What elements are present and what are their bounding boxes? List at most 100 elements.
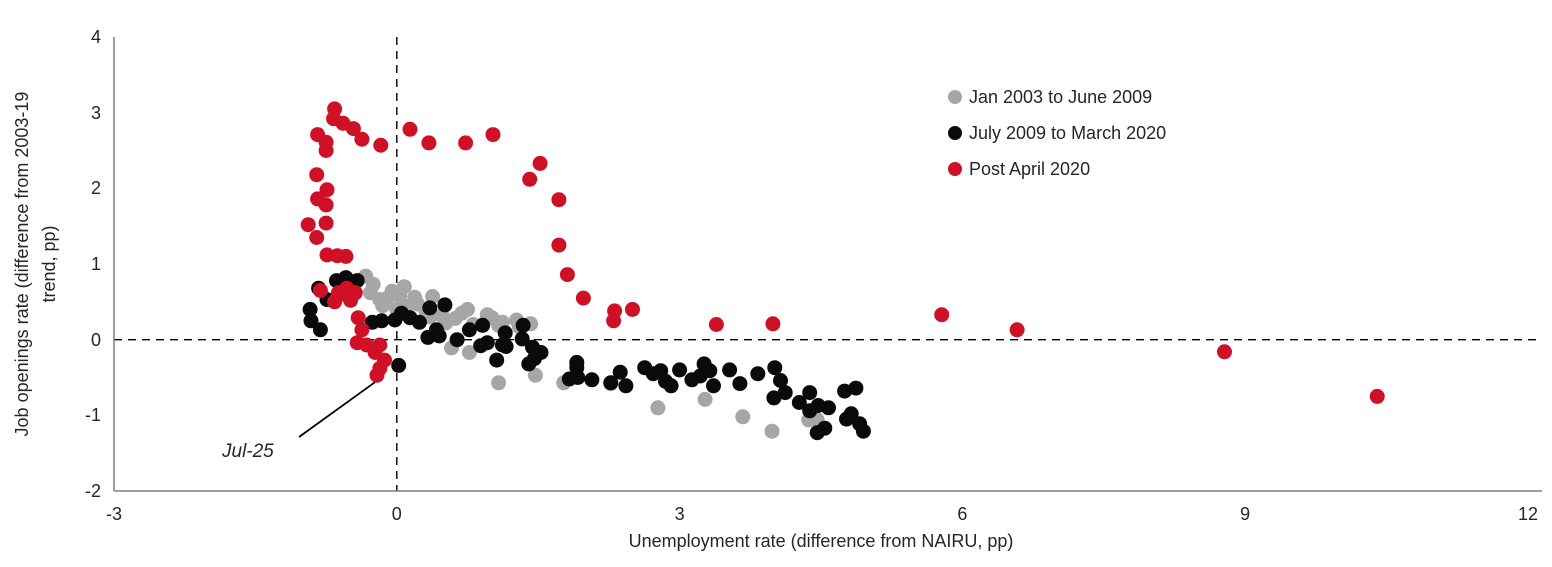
data-point-gray: [764, 423, 780, 439]
data-point-black: [777, 385, 793, 401]
data-point-black: [750, 366, 766, 382]
data-point-red: [309, 167, 325, 183]
data-point-black: [449, 332, 465, 348]
data-point-gray: [396, 279, 412, 295]
data-point-red: [300, 217, 316, 233]
legend-item-jan2003-june2009: Jan 2003 to June 2009: [948, 86, 1166, 108]
data-point-black: [732, 376, 748, 392]
data-point-red: [551, 237, 567, 253]
x-tick-label: 9: [1240, 504, 1251, 524]
data-point-black: [791, 395, 807, 410]
data-point-black: [420, 329, 436, 345]
data-point-black: [364, 314, 380, 330]
data-point-red: [1009, 322, 1025, 338]
data-point-black: [515, 317, 531, 333]
annotation-line: [298, 381, 376, 438]
data-point-red: [625, 301, 640, 317]
data-point-red: [1217, 344, 1232, 360]
data-point-red: [551, 192, 567, 208]
data-point-gray: [527, 367, 543, 383]
data-point-red: [354, 131, 370, 147]
data-point-black: [473, 338, 489, 354]
data-point-black: [387, 312, 403, 328]
data-point-gray: [461, 345, 477, 360]
data-point-black: [809, 425, 825, 441]
y-axis-title-line1: Job openings rate (difference from 2003-…: [12, 91, 32, 437]
data-point-black: [852, 416, 868, 432]
data-point-black: [437, 297, 453, 313]
data-point-red: [372, 337, 388, 353]
data-point-black: [312, 322, 328, 338]
x-tick-label: 12: [1517, 504, 1539, 524]
data-point-black: [489, 352, 505, 368]
y-tick-label: 0: [90, 329, 101, 350]
data-point-red: [347, 285, 363, 301]
data-point-gray: [491, 375, 507, 391]
data-point-black: [848, 380, 864, 396]
data-point-black: [802, 385, 818, 401]
x-tick-label: -3: [105, 504, 122, 524]
data-point-red: [312, 283, 328, 298]
data-point-red: [318, 143, 334, 158]
x-tick-label: 6: [957, 504, 968, 524]
data-point-black: [422, 300, 438, 316]
data-point-red: [934, 307, 950, 323]
data-point-red: [350, 310, 366, 326]
legend-label: July 2009 to March 2020: [969, 122, 1167, 143]
data-point-red: [708, 317, 724, 332]
data-point-black: [706, 378, 721, 394]
data-point-red: [575, 290, 591, 306]
data-point-red: [318, 215, 334, 231]
data-point-red: [559, 267, 575, 283]
data-point-black: [525, 339, 540, 355]
data-point-black: [302, 301, 318, 317]
legend-dot-red: [948, 162, 962, 176]
data-point-red: [338, 248, 354, 264]
data-point-red: [765, 316, 781, 332]
data-point-black: [684, 372, 700, 388]
data-point-black: [391, 357, 407, 373]
data-point-red: [402, 121, 418, 137]
data-point-red: [319, 182, 335, 198]
data-point-black: [514, 331, 530, 347]
data-point-black: [329, 273, 344, 289]
data-point-black: [837, 383, 853, 399]
data-point-black: [349, 273, 365, 289]
legend-label: Post April 2020: [969, 158, 1091, 179]
y-tick-label: 2: [90, 178, 101, 199]
data-point-black: [603, 375, 619, 391]
data-point-black: [521, 356, 537, 372]
data-point-red: [318, 197, 334, 213]
data-point-black: [303, 313, 319, 329]
legend-dot-black: [948, 126, 962, 140]
data-point-black: [584, 372, 600, 388]
data-point-black: [612, 364, 628, 380]
data-point-black: [637, 360, 653, 376]
data-point-red: [354, 322, 370, 338]
data-point-black: [561, 371, 577, 387]
legend-item-post-april-2020: Post April 2020: [948, 158, 1166, 180]
data-point-red: [373, 137, 389, 153]
data-point-gray: [362, 285, 378, 301]
data-point-gray: [697, 391, 713, 407]
data-point-red: [1369, 388, 1385, 404]
y-tick-label: -2: [84, 481, 101, 501]
data-point-red: [485, 127, 501, 143]
legend: Jan 2003 to June 2009 July 2009 to March…: [948, 86, 1166, 194]
y-tick-label: -1: [84, 405, 101, 426]
data-point-red: [309, 230, 325, 245]
data-point-black: [696, 356, 712, 372]
data-point-black: [767, 360, 783, 376]
legend-dot-gray: [948, 90, 962, 104]
data-point-black: [618, 378, 634, 394]
y-tick-label: 3: [90, 102, 101, 123]
data-point-gray: [735, 409, 751, 425]
legend-item-july2009-march2020: July 2009 to March 2020: [948, 122, 1166, 144]
data-point-black: [802, 403, 818, 419]
y-tick-label: 1: [90, 254, 101, 274]
data-point-red: [310, 127, 326, 143]
data-point-red: [369, 367, 385, 383]
data-point-red: [421, 135, 437, 151]
